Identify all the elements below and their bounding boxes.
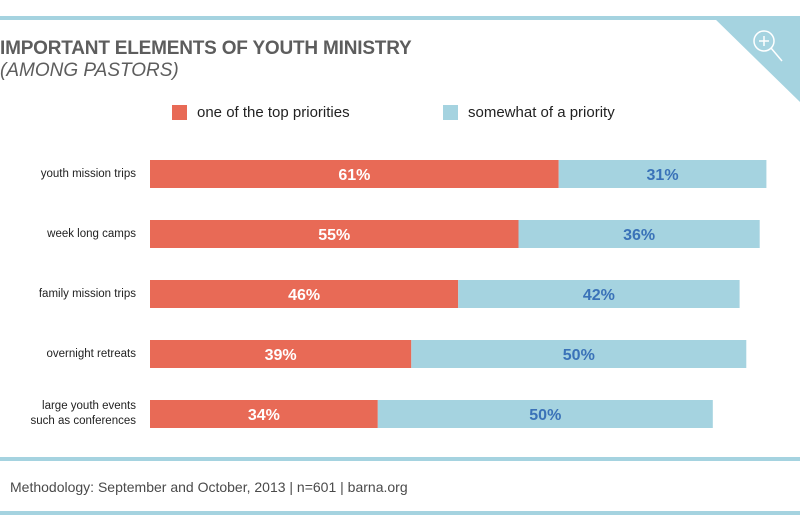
category-label: large youth events such as conferences	[31, 399, 136, 429]
category-label: youth mission trips	[41, 167, 136, 182]
legend-label-top-priorities: one of the top priorities	[197, 104, 350, 121]
bar-somewhat-1	[518, 220, 760, 248]
footer-bottom-rule	[0, 511, 800, 515]
data-label-somewhat-3: 50%	[563, 347, 595, 364]
zoom-corner-button[interactable]	[712, 16, 800, 102]
category-label: overnight retreats	[47, 347, 137, 362]
data-label-somewhat-2: 42%	[583, 287, 615, 304]
methodology-note: Methodology: September and October, 2013…	[10, 479, 408, 495]
data-label-top-priority-4: 34%	[248, 407, 280, 424]
bar-top-priority-1	[150, 220, 519, 248]
top-rule	[0, 16, 800, 20]
bar-top-priority-3	[150, 340, 412, 368]
legend-label-somewhat: somewhat of a priority	[468, 104, 615, 121]
bar-somewhat-2	[458, 280, 740, 308]
category-label-line: family mission trips	[38, 287, 136, 300]
data-label-top-priority-3: 39%	[265, 347, 297, 364]
bar-somewhat-0	[558, 160, 767, 188]
footer-top-rule	[0, 457, 800, 461]
legend-item-top-priorities: one of the top priorities	[172, 104, 350, 121]
data-label-top-priority-0: 61%	[338, 167, 370, 184]
category-label-line: youth mission trips	[40, 167, 136, 180]
category-label-line: such as conferences	[30, 415, 136, 427]
data-label-top-priority-2: 46%	[288, 287, 320, 304]
data-label-somewhat-0: 31%	[647, 167, 679, 184]
category-label-line: week long camps	[47, 227, 136, 240]
category-label: family mission trips	[39, 287, 136, 302]
zoom-in-magnifier-icon	[753, 30, 783, 62]
legend-item-somewhat: somewhat of a priority	[443, 104, 615, 121]
chart-subtitle: (AMONG PASTORS)	[0, 60, 179, 81]
bar-top-priority-4	[150, 400, 378, 428]
bar-somewhat-4	[377, 400, 713, 428]
corner-triangle	[712, 16, 800, 102]
category-label-line: overnight retreats	[46, 347, 137, 360]
data-label-somewhat-4: 50%	[529, 407, 561, 424]
bar-somewhat-3	[411, 340, 747, 368]
legend-swatch-somewhat	[443, 105, 458, 120]
category-label-line: large youth events	[42, 400, 136, 412]
category-label: week long camps	[47, 227, 136, 242]
data-label-somewhat-1: 36%	[623, 227, 655, 244]
legend-swatch-top-priorities	[172, 105, 187, 120]
chart-title: IMPORTANT ELEMENTS OF YOUTH MINISTRY	[0, 38, 412, 59]
data-label-top-priority-1: 55%	[318, 227, 350, 244]
bar-top-priority-2	[150, 280, 459, 308]
bar-top-priority-0	[150, 160, 559, 188]
